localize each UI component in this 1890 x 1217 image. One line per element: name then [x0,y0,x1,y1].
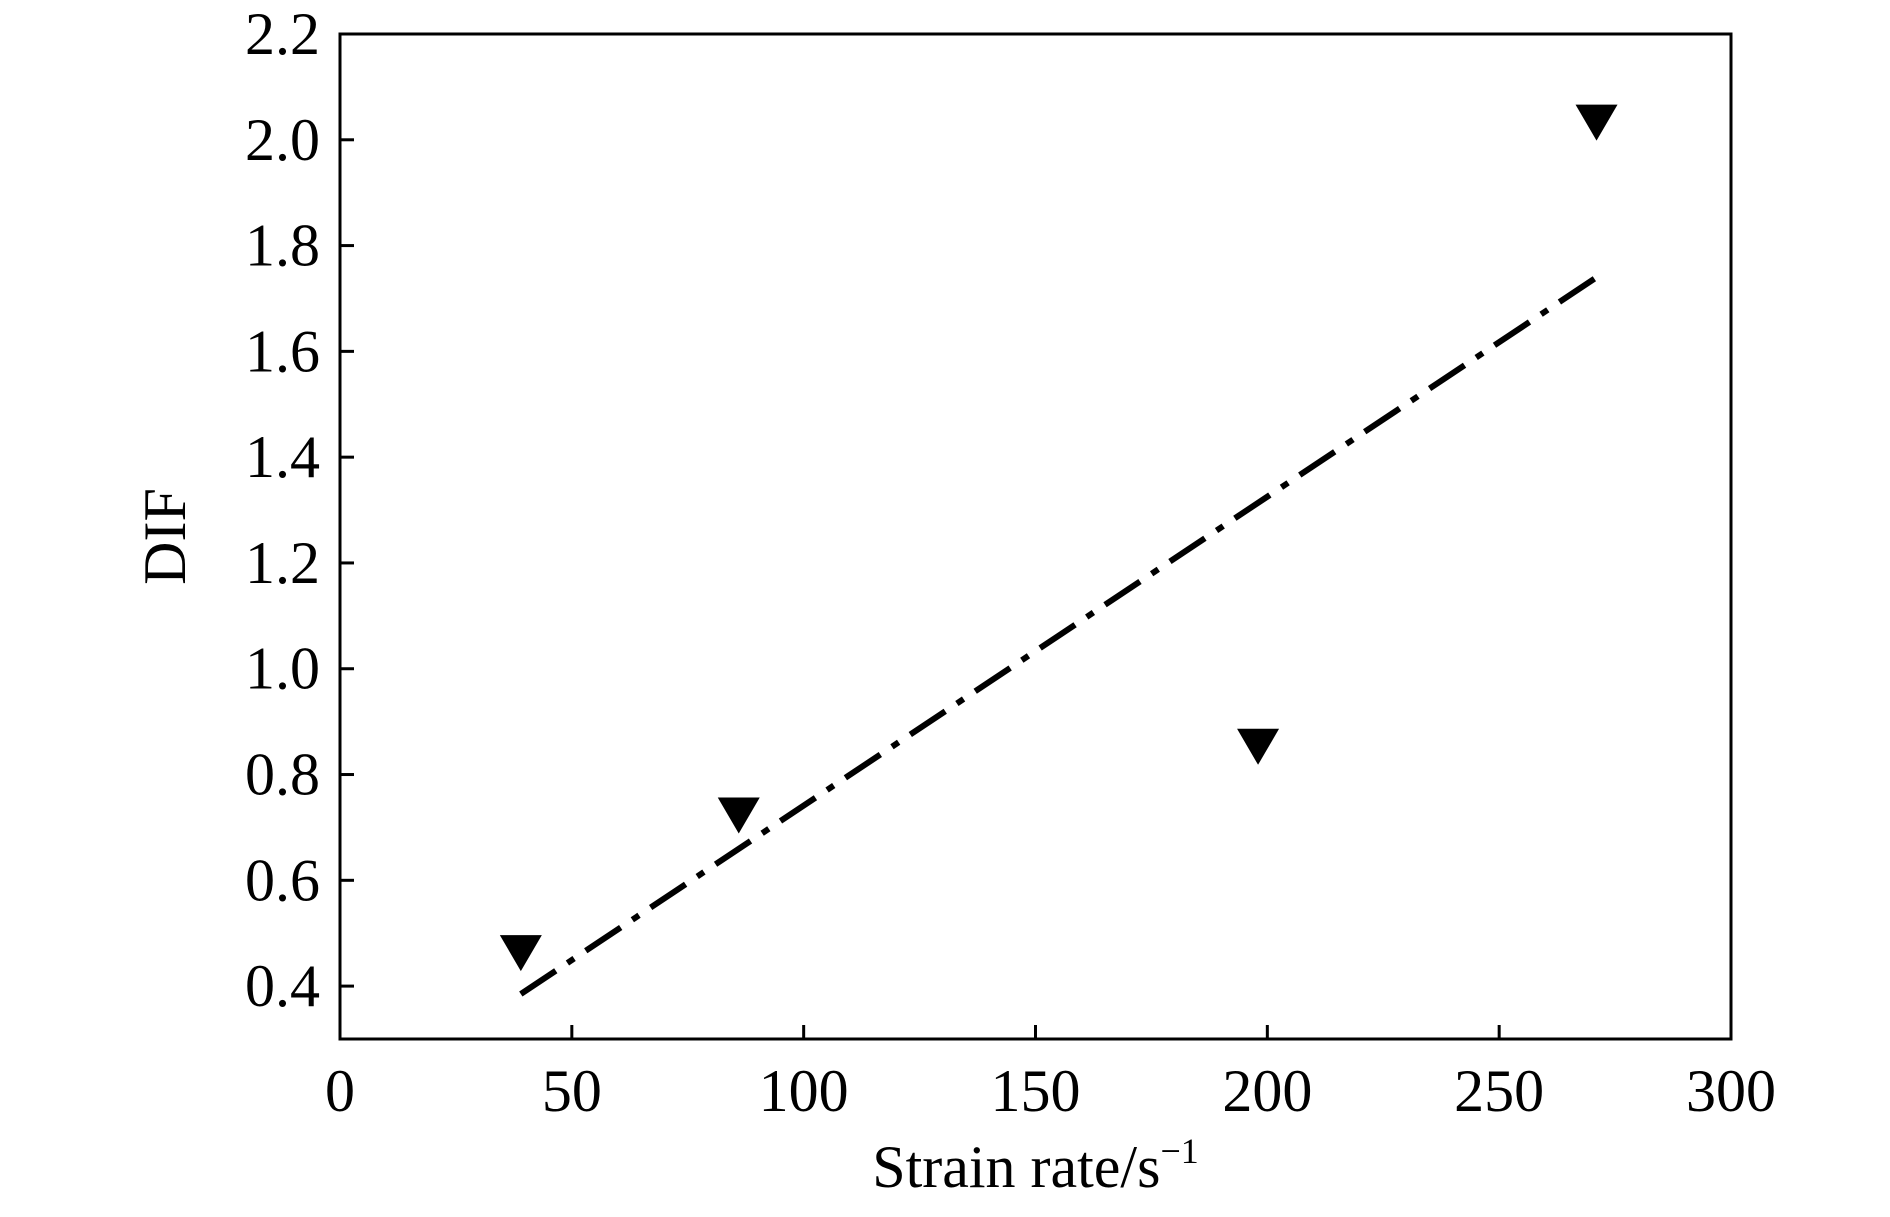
x-tick-label: 0 [325,1058,355,1124]
data-point [717,797,760,834]
data-point [1575,104,1618,141]
data-point [1237,728,1280,765]
plot-frame [338,32,1733,1041]
x-axis-title-superscript: −1 [1160,1131,1198,1171]
y-tick-label: 0.4 [245,953,320,1019]
y-tick-label: 0.6 [245,847,320,913]
y-tick-label: 2.0 [245,107,320,173]
x-tick-label: 150 [991,1058,1081,1124]
fit-line-layer [519,274,1599,997]
y-tick-label: 1.6 [245,318,320,384]
data-point [499,935,542,972]
x-axis-title-main: Strain rate/s [872,1134,1160,1200]
x-tick-label: 100 [759,1058,849,1124]
fit-line [519,274,1599,997]
x-tick-label: 50 [542,1058,602,1124]
x-tick-label: 250 [1454,1058,1544,1124]
x-axis-title: Strain rate/s−1 [872,1131,1199,1200]
x-tick-label: 200 [1222,1058,1312,1124]
x-tick-label: 300 [1686,1058,1776,1124]
y-tick-label: 2.2 [245,1,320,67]
y-tick-label: 1.8 [245,213,320,279]
y-tick-label: 1.2 [245,530,320,596]
y-axis-title: DIF [132,488,198,585]
y-axis: 0.4 0.6 0.8 1.0 1.2 1.4 1.6 1.8 2.0 2.2 [245,1,354,1019]
y-tick-label: 1.4 [245,424,320,490]
x-axis: 0 50 100 150 200 250 300 [325,1025,1776,1124]
marker-layer [499,104,1618,972]
y-tick-label: 1.0 [245,636,320,702]
y-tick-label: 0.8 [245,742,320,808]
